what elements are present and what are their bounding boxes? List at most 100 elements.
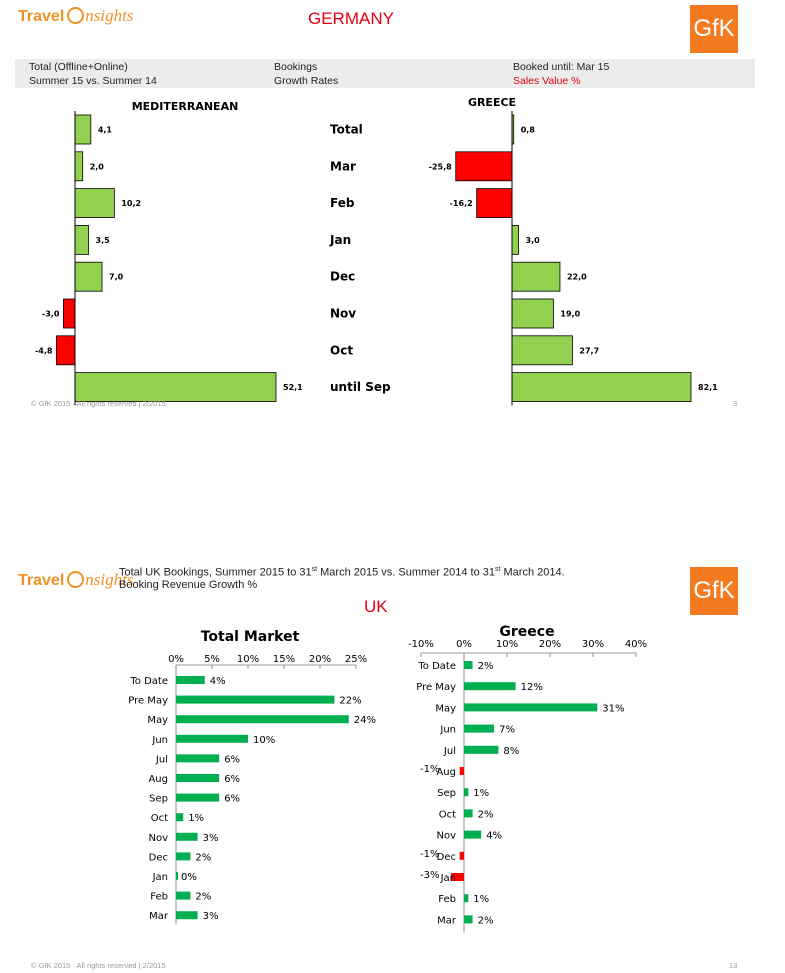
- data-label: 7%: [499, 725, 515, 736]
- mediterranean-data-label: 7,0: [109, 273, 124, 282]
- data-label: -1%: [420, 849, 439, 860]
- data-label: 2%: [478, 661, 494, 672]
- chart-title: Total Market: [201, 629, 300, 645]
- category-label: Aug: [436, 767, 456, 778]
- title-sup: st: [311, 566, 318, 573]
- category-label: To Date: [417, 661, 456, 672]
- mediterranean-data-label: 3,5: [96, 236, 111, 245]
- logo-text-travel: Travel: [18, 8, 65, 25]
- bar: [464, 894, 469, 903]
- greece-bar: [476, 188, 513, 218]
- mediterranean-data-label: 10,2: [121, 199, 141, 208]
- category-label: Jan: [329, 233, 351, 247]
- mediterranean-data-label: 4,1: [98, 126, 113, 135]
- category-label: Jan: [152, 872, 168, 883]
- category-label: Feb: [330, 196, 355, 210]
- footer-page-number: 13: [729, 961, 738, 970]
- bar: [464, 809, 473, 818]
- info-scope: Total (Offline+Online): [29, 61, 128, 73]
- mediterranean-bar: [74, 372, 277, 403]
- bar: [451, 873, 464, 881]
- category-label: Jan: [440, 873, 456, 884]
- data-label: 6%: [224, 794, 240, 805]
- bar: [464, 788, 469, 797]
- data-label: -3%: [420, 870, 439, 881]
- x-tick-label: -10%: [408, 639, 434, 650]
- bar: [176, 911, 198, 920]
- title-part: March 2014.: [500, 566, 565, 579]
- greece-bar: [511, 261, 561, 292]
- data-label: 2%: [478, 809, 494, 820]
- data-label: 1%: [473, 788, 489, 799]
- mediterranean-data-label: -4,8: [35, 346, 53, 355]
- bar: [176, 734, 248, 743]
- mediterranean-data-label: 2,0: [90, 162, 105, 171]
- uk-charts: Total Market 0% 5% 10% 15% 20% 25% To Date 4% Pre…: [128, 624, 647, 933]
- bar: [464, 703, 598, 712]
- data-label: -1%: [420, 764, 439, 775]
- category-label: Dec: [149, 852, 168, 863]
- footer-copyright: © GfK 2015 · All rights reserved | 2/201…: [31, 399, 166, 408]
- footer-page-number: 3: [733, 399, 738, 408]
- category-label: Oct: [330, 343, 353, 357]
- info-booked-until: Booked until: Mar 15: [513, 61, 610, 73]
- data-label: 1%: [188, 813, 204, 824]
- bar: [464, 745, 499, 754]
- gfk-logo: GfK: [690, 567, 738, 615]
- mediterranean-bar: [74, 188, 115, 218]
- uk-title-line2: Booking Revenue Growth %: [119, 579, 258, 591]
- category-label: until Sep: [330, 380, 391, 394]
- data-label: 8%: [503, 746, 519, 757]
- category-label: Dec: [330, 270, 355, 284]
- category-label: Jul: [155, 754, 168, 765]
- bar: [176, 715, 349, 724]
- category-label: May: [435, 703, 456, 714]
- data-label: 24%: [354, 715, 376, 726]
- bar: [464, 682, 516, 691]
- title-sup: st: [495, 566, 501, 573]
- travel-insights-logo: Travel nsights: [18, 570, 133, 590]
- bar: [464, 915, 473, 924]
- bar: [464, 661, 473, 669]
- title-part: Total UK Bookings, Summer 2015 to 31: [119, 566, 312, 579]
- footer-copyright: © GfK 2015 · All rights reserved | 2/201…: [31, 961, 166, 970]
- greece-data-label: 0,8: [521, 126, 536, 135]
- greece-data-label: 22,0: [567, 273, 587, 282]
- data-label: 4%: [210, 676, 226, 687]
- data-label: 2%: [195, 852, 211, 863]
- data-label: 1%: [473, 894, 489, 905]
- info-sales-value: Sales Value %: [513, 75, 581, 87]
- category-label: Feb: [150, 892, 168, 903]
- bar: [176, 832, 198, 841]
- data-label: 22%: [339, 696, 361, 707]
- data-label: 12%: [521, 682, 543, 693]
- category-label: Nov: [330, 307, 356, 321]
- category-label: Mar: [149, 911, 169, 922]
- x-tick-label: 10%: [496, 639, 518, 650]
- germany-charts: MEDITERRANEAN GREECE Total Mar Feb Jan Dec Nov O…: [35, 96, 718, 406]
- bar: [176, 852, 191, 861]
- category-label: Mar: [330, 159, 356, 173]
- bar: [459, 767, 464, 775]
- mediterranean-data-label: -3,0: [42, 310, 60, 319]
- title-part: March 2015 vs. Summer 2014 to 31: [317, 566, 495, 579]
- bar: [464, 724, 495, 733]
- data-label: 6%: [224, 754, 240, 765]
- mediterranean-bar: [56, 335, 76, 366]
- mediterranean-data-label: 52,1: [283, 383, 303, 392]
- greece-bar: [511, 224, 519, 255]
- bar: [176, 793, 220, 802]
- mediterranean-bar: [74, 224, 89, 255]
- logo-text-travel: Travel: [18, 572, 65, 589]
- logo-ring-icon: [67, 571, 85, 588]
- x-tick-label: 10%: [237, 654, 259, 665]
- bar: [176, 676, 205, 684]
- category-label: Oct: [439, 809, 456, 820]
- data-label: 4%: [486, 831, 502, 842]
- mediterranean-bar: [63, 298, 76, 329]
- category-label: Jul: [443, 746, 456, 757]
- greece-bar: [511, 298, 554, 329]
- bar: [459, 851, 464, 860]
- data-label: 3%: [203, 833, 219, 844]
- greece-data-label: -25,8: [429, 162, 452, 171]
